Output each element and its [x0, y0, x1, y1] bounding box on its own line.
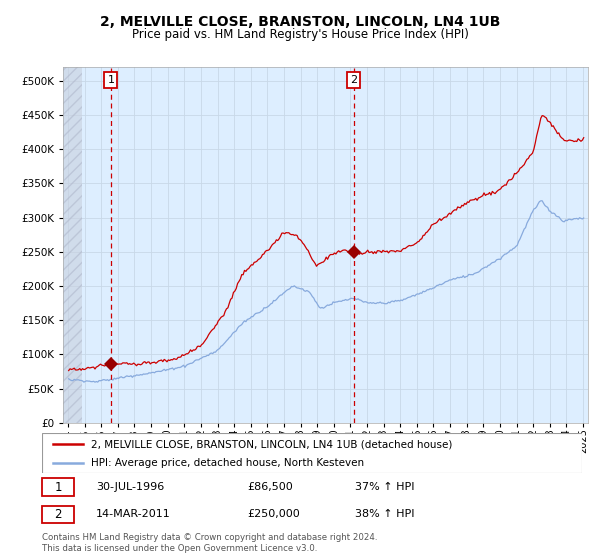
Text: 37% ↑ HPI: 37% ↑ HPI — [355, 482, 415, 492]
Bar — [42, 506, 74, 523]
Text: 2, MELVILLE CLOSE, BRANSTON, LINCOLN, LN4 1UB: 2, MELVILLE CLOSE, BRANSTON, LINCOLN, LN… — [100, 15, 500, 29]
Bar — [63, 67, 82, 423]
Text: HPI: Average price, detached house, North Kesteven: HPI: Average price, detached house, Nort… — [91, 458, 364, 468]
Text: 2: 2 — [350, 74, 358, 85]
Text: £86,500: £86,500 — [247, 482, 293, 492]
Text: Contains HM Land Registry data © Crown copyright and database right 2024.
This d: Contains HM Land Registry data © Crown c… — [42, 534, 377, 553]
Text: £250,000: £250,000 — [247, 510, 300, 520]
Text: 2, MELVILLE CLOSE, BRANSTON, LINCOLN, LN4 1UB (detached house): 2, MELVILLE CLOSE, BRANSTON, LINCOLN, LN… — [91, 439, 452, 449]
Text: 38% ↑ HPI: 38% ↑ HPI — [355, 510, 415, 520]
Text: 1: 1 — [107, 74, 115, 85]
Text: 2: 2 — [55, 508, 62, 521]
Text: Price paid vs. HM Land Registry's House Price Index (HPI): Price paid vs. HM Land Registry's House … — [131, 28, 469, 41]
Text: 14-MAR-2011: 14-MAR-2011 — [96, 510, 171, 520]
Text: 30-JUL-1996: 30-JUL-1996 — [96, 482, 164, 492]
Bar — [42, 478, 74, 496]
Text: 1: 1 — [55, 481, 62, 494]
